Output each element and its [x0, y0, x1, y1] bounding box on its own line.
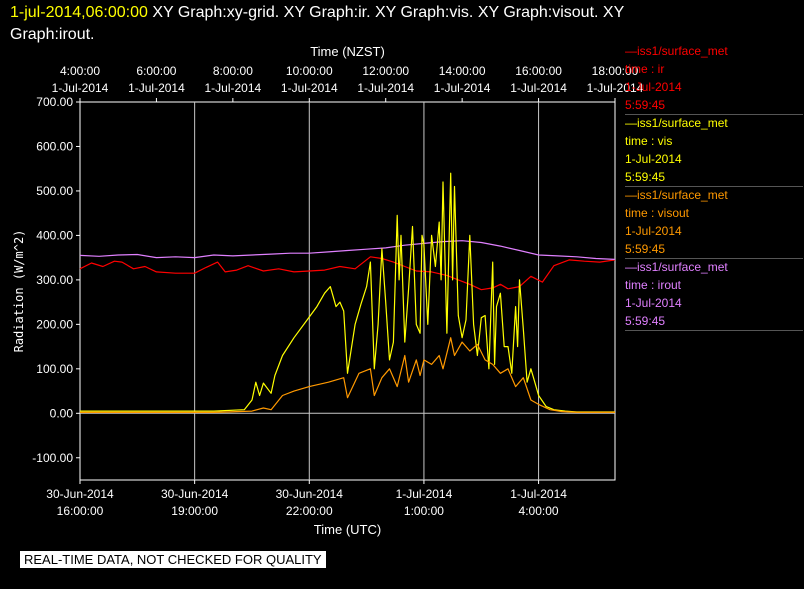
series-line-ir [79, 256, 616, 291]
x-axis-title: Time (UTC) [314, 522, 381, 537]
legend-date: 1-Jul-2014 [625, 224, 682, 238]
legend-source: —iss1/surface_met [625, 116, 728, 130]
y-tick-label: 600.00 [36, 139, 73, 153]
x2-tick-label-date: 1-Jul-2014 [281, 81, 338, 95]
legend-source: —iss1/surface_met [625, 188, 728, 202]
x2-tick-label-time: 10:00:00 [286, 64, 333, 78]
graph-list-line1: XY Graph:xy-grid. XY Graph:ir. XY Graph:… [147, 4, 625, 21]
legend-date: 1-Jul-2014 [625, 152, 682, 166]
series-line-visout [80, 337, 615, 413]
x-tick-label-time: 1:00:00 [404, 504, 444, 518]
legend-date: 1-Jul-2014 [625, 296, 682, 310]
x2-tick-label-date: 1-Jul-2014 [434, 81, 491, 95]
x2-tick-label-date: 1-Jul-2014 [52, 81, 109, 95]
x-tick-label-time: 22:00:00 [286, 504, 333, 518]
x2-tick-label-date: 1-Jul-2014 [205, 81, 262, 95]
legend-irout: —iss1/surface_met time : irout 1-Jul-201… [625, 258, 803, 331]
x-tick-label-date: 30-Jun-2014 [276, 487, 344, 501]
x2-tick-label-time: 14:00:00 [439, 64, 486, 78]
x-tick-label-time: 16:00:00 [57, 504, 104, 518]
y-tick-label: -100.00 [32, 451, 73, 465]
x2-axis-title: Time (NZST) [310, 44, 385, 59]
y-tick-label: 0.00 [50, 406, 74, 420]
y-tick-label: 200.00 [36, 317, 73, 331]
x2-tick-label-time: 18:00:00 [592, 64, 639, 78]
x2-tick-label-time: 4:00:00 [60, 64, 100, 78]
y-tick-label: 100.00 [36, 362, 73, 376]
x2-tick-label-date: 1-Jul-2014 [357, 81, 414, 95]
legend-time: 5:59:45 [625, 170, 666, 184]
x-tick-label-date: 30-Jun-2014 [46, 487, 114, 501]
x2-tick-label-time: 12:00:00 [362, 64, 409, 78]
y-tick-label: 500.00 [36, 184, 73, 198]
x-tick-label-date: 1-Jul-2014 [510, 487, 567, 501]
legend-date: 1-Jul-2014 [625, 80, 682, 94]
legend-time: 5:59:45 [625, 98, 666, 112]
x2-tick-label-date: 1-Jul-2014 [587, 81, 644, 95]
legend-vis: —iss1/surface_met time : vis 1-Jul-2014 … [625, 114, 803, 187]
legend-variable: time : vis [625, 134, 673, 148]
x2-tick-label-date: 1-Jul-2014 [128, 81, 185, 95]
legend-variable: time : irout [625, 278, 682, 292]
x-tick-label-time: 19:00:00 [171, 504, 218, 518]
x2-tick-label-time: 6:00:00 [136, 64, 176, 78]
legend-variable: time : ir [625, 62, 665, 76]
x-tick-label-time: 4:00:00 [519, 504, 559, 518]
y-axis-title: Radiation (W/m^2) [12, 230, 26, 353]
legend-source: —iss1/surface_met [625, 44, 728, 58]
legend-variable: time : visout [625, 206, 690, 220]
y-tick-label: 700.00 [36, 95, 73, 109]
legend-time: 5:59:45 [625, 314, 666, 328]
plot-frame [79, 101, 616, 481]
graph-title: 1-jul-2014,06:00:00 XY Graph:xy-grid. XY… [10, 2, 800, 46]
y-tick-label: 300.00 [36, 273, 73, 287]
y-tick-label: 400.00 [36, 228, 73, 242]
legend-time: 5:59:45 [625, 242, 666, 256]
x-tick-label-date: 30-Jun-2014 [161, 487, 229, 501]
legend-source: —iss1/surface_met [625, 260, 728, 274]
graph-list-line2: Graph:irout. [10, 26, 95, 43]
quality-notice: REAL-TIME DATA, NOT CHECKED FOR QUALITY [20, 551, 326, 568]
timestamp: 1-jul-2014,06:00:00 [10, 4, 148, 21]
legend-ir: —iss1/surface_met time : ir 1-Jul-2014 5… [625, 42, 803, 115]
x2-tick-label-date: 1-Jul-2014 [510, 81, 567, 95]
series-line-vis [80, 172, 615, 413]
x2-tick-label-time: 8:00:00 [213, 64, 253, 78]
series-line-irout [79, 240, 616, 260]
x-tick-label-date: 1-Jul-2014 [396, 487, 453, 501]
x2-tick-label-time: 16:00:00 [515, 64, 562, 78]
legend-visout: —iss1/surface_met time : visout 1-Jul-20… [625, 186, 803, 259]
